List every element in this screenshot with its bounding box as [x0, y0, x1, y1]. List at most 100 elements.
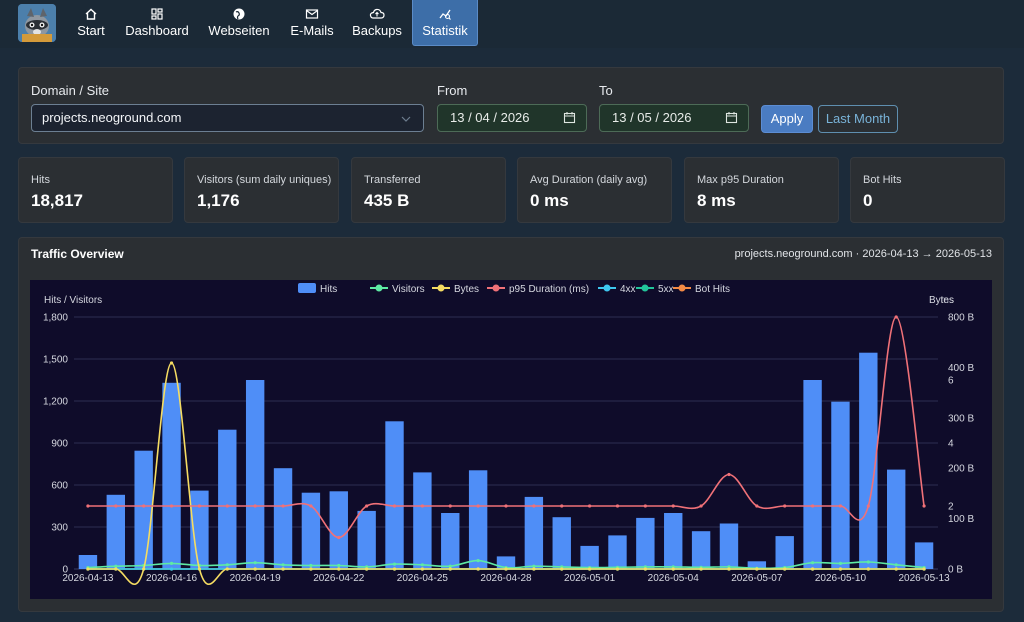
globe-icon [233, 8, 245, 20]
visitors-point [810, 561, 815, 565]
hits-bar [301, 492, 321, 569]
from-date-value: 13 / 04 / 2026 [450, 110, 530, 125]
legend-label: 5xx [658, 284, 674, 295]
to-date-input[interactable]: 13 / 05 / 2026 [599, 104, 749, 132]
calendar-icon[interactable] [563, 111, 576, 124]
visitors-point [392, 562, 397, 566]
bytes-point [420, 567, 424, 571]
bytes-point [253, 567, 257, 571]
nav-webseiten[interactable]: Webseiten [206, 0, 272, 46]
hits-bar [441, 513, 460, 569]
bytes-point [560, 567, 564, 571]
visitors-point [309, 563, 313, 568]
nav-webseiten-label: Webseiten [208, 23, 270, 38]
y-left-axis-label: Hits / Visitors [44, 295, 102, 306]
nav-dashboard[interactable]: Dashboard [124, 0, 190, 46]
visitors-point [448, 564, 452, 568]
visitors-point [337, 563, 341, 568]
visitors-point [532, 564, 536, 568]
traffic-subtitle: projects.neoground.com · 2026-04-13 → 20… [734, 248, 992, 260]
p95-duration-point [114, 504, 118, 508]
hits-bar [691, 531, 711, 569]
visitors-point [420, 563, 424, 567]
y-left-tick-label: 1,500 [43, 355, 68, 366]
p95-duration-point [560, 504, 564, 508]
hits-bar [413, 472, 432, 569]
x-tick-label: 2026-04-16 [146, 573, 198, 584]
hits-bar [580, 545, 599, 569]
stat-value: 1,176 [197, 191, 240, 210]
stat-value: 435 B [364, 191, 410, 210]
hits-bar [273, 468, 293, 569]
bytes-point [365, 567, 369, 571]
last-month-button[interactable]: Last Month [818, 105, 898, 133]
hits-bar [162, 382, 181, 569]
hits-bar [78, 555, 98, 569]
nav-backups[interactable]: Backups [352, 0, 402, 46]
traffic-chart-svg: 0 300 600 900 1,200 1,500 1,800 Hits / Visitors… [43, 283, 974, 586]
p95-duration-point [532, 504, 536, 508]
hits-bar [831, 401, 850, 569]
nav-backups-label: Backups [352, 23, 402, 38]
bytes-point [169, 361, 174, 365]
legend-swatch-dot [437, 284, 445, 292]
y-left-tick-label: 900 [51, 439, 68, 450]
p95-duration-point [448, 504, 452, 508]
top-navigation: Start Dashboard Webseiten E-Mails Backup… [0, 0, 1024, 48]
bytes-point [197, 567, 202, 571]
y-right-axis-label-bytes: Bytes [929, 295, 954, 306]
from-date-input[interactable]: 13 / 04 / 2026 [437, 104, 587, 132]
nav-statistik[interactable]: Statistik [412, 0, 478, 46]
4xx-point [169, 567, 174, 571]
x-tick-label: 2026-05-01 [564, 573, 616, 584]
stat-value: 0 ms [530, 191, 569, 210]
bytes-point [281, 567, 285, 571]
nav-dashboard-label: Dashboard [125, 23, 189, 38]
home-icon [85, 8, 97, 20]
traffic-chart: 0 300 600 900 1,200 1,500 1,800 Hits / Visitors… [30, 280, 992, 599]
bytes-point [643, 567, 647, 571]
chevron-down-icon [401, 116, 411, 122]
p95-duration-point [922, 504, 926, 508]
nav-start[interactable]: Start [70, 0, 112, 46]
bytes-point [922, 567, 926, 571]
y-right-bytes-tick-label: 0 B [948, 565, 963, 576]
p95-duration-point [309, 504, 313, 508]
legend-label: Bytes [454, 284, 479, 295]
apply-button[interactable]: Apply [761, 105, 813, 133]
calendar-icon[interactable] [725, 111, 738, 124]
x-tick-label: 2026-05-04 [648, 573, 700, 584]
p95-duration-point [281, 504, 285, 508]
nav-emails[interactable]: E-Mails [288, 0, 336, 46]
p95-duration-point [755, 504, 759, 508]
stat-label: Transferred [364, 174, 421, 186]
bytes-point [783, 567, 787, 571]
legend-label: Bot Hits [695, 284, 730, 295]
stat-value: 8 ms [697, 191, 736, 210]
bytes-point [838, 567, 843, 571]
hits-bar [218, 429, 237, 569]
y-right-bytes-tick-label: 200 B [948, 464, 974, 475]
domain-select[interactable]: projects.neoground.com [31, 104, 424, 132]
visitors-point [281, 563, 285, 567]
nav-statistik-label: Statistik [422, 23, 468, 38]
hits-bar [106, 494, 126, 569]
logo[interactable] [18, 4, 56, 42]
p95-duration-point [810, 504, 815, 508]
p95-duration-point [142, 504, 146, 508]
visitors-point [866, 560, 870, 564]
stats-icon [439, 9, 451, 20]
filter-card: Domain / Site projects.neoground.com Fro… [18, 67, 1004, 144]
legend-label: p95 Duration (ms) [509, 284, 589, 295]
legend-label: 4xx [620, 284, 636, 295]
bytes-point [755, 567, 759, 571]
p95-duration-point [365, 504, 369, 508]
p95-duration-point [476, 504, 480, 508]
legend-swatch [298, 283, 316, 293]
hits-bar [803, 380, 822, 569]
x-tick-label: 2026-04-22 [313, 573, 365, 584]
bytes-point [615, 567, 620, 571]
p95-duration-point [894, 315, 898, 319]
stat-label: Max p95 Duration [697, 174, 784, 186]
p95-duration-point [783, 504, 787, 508]
